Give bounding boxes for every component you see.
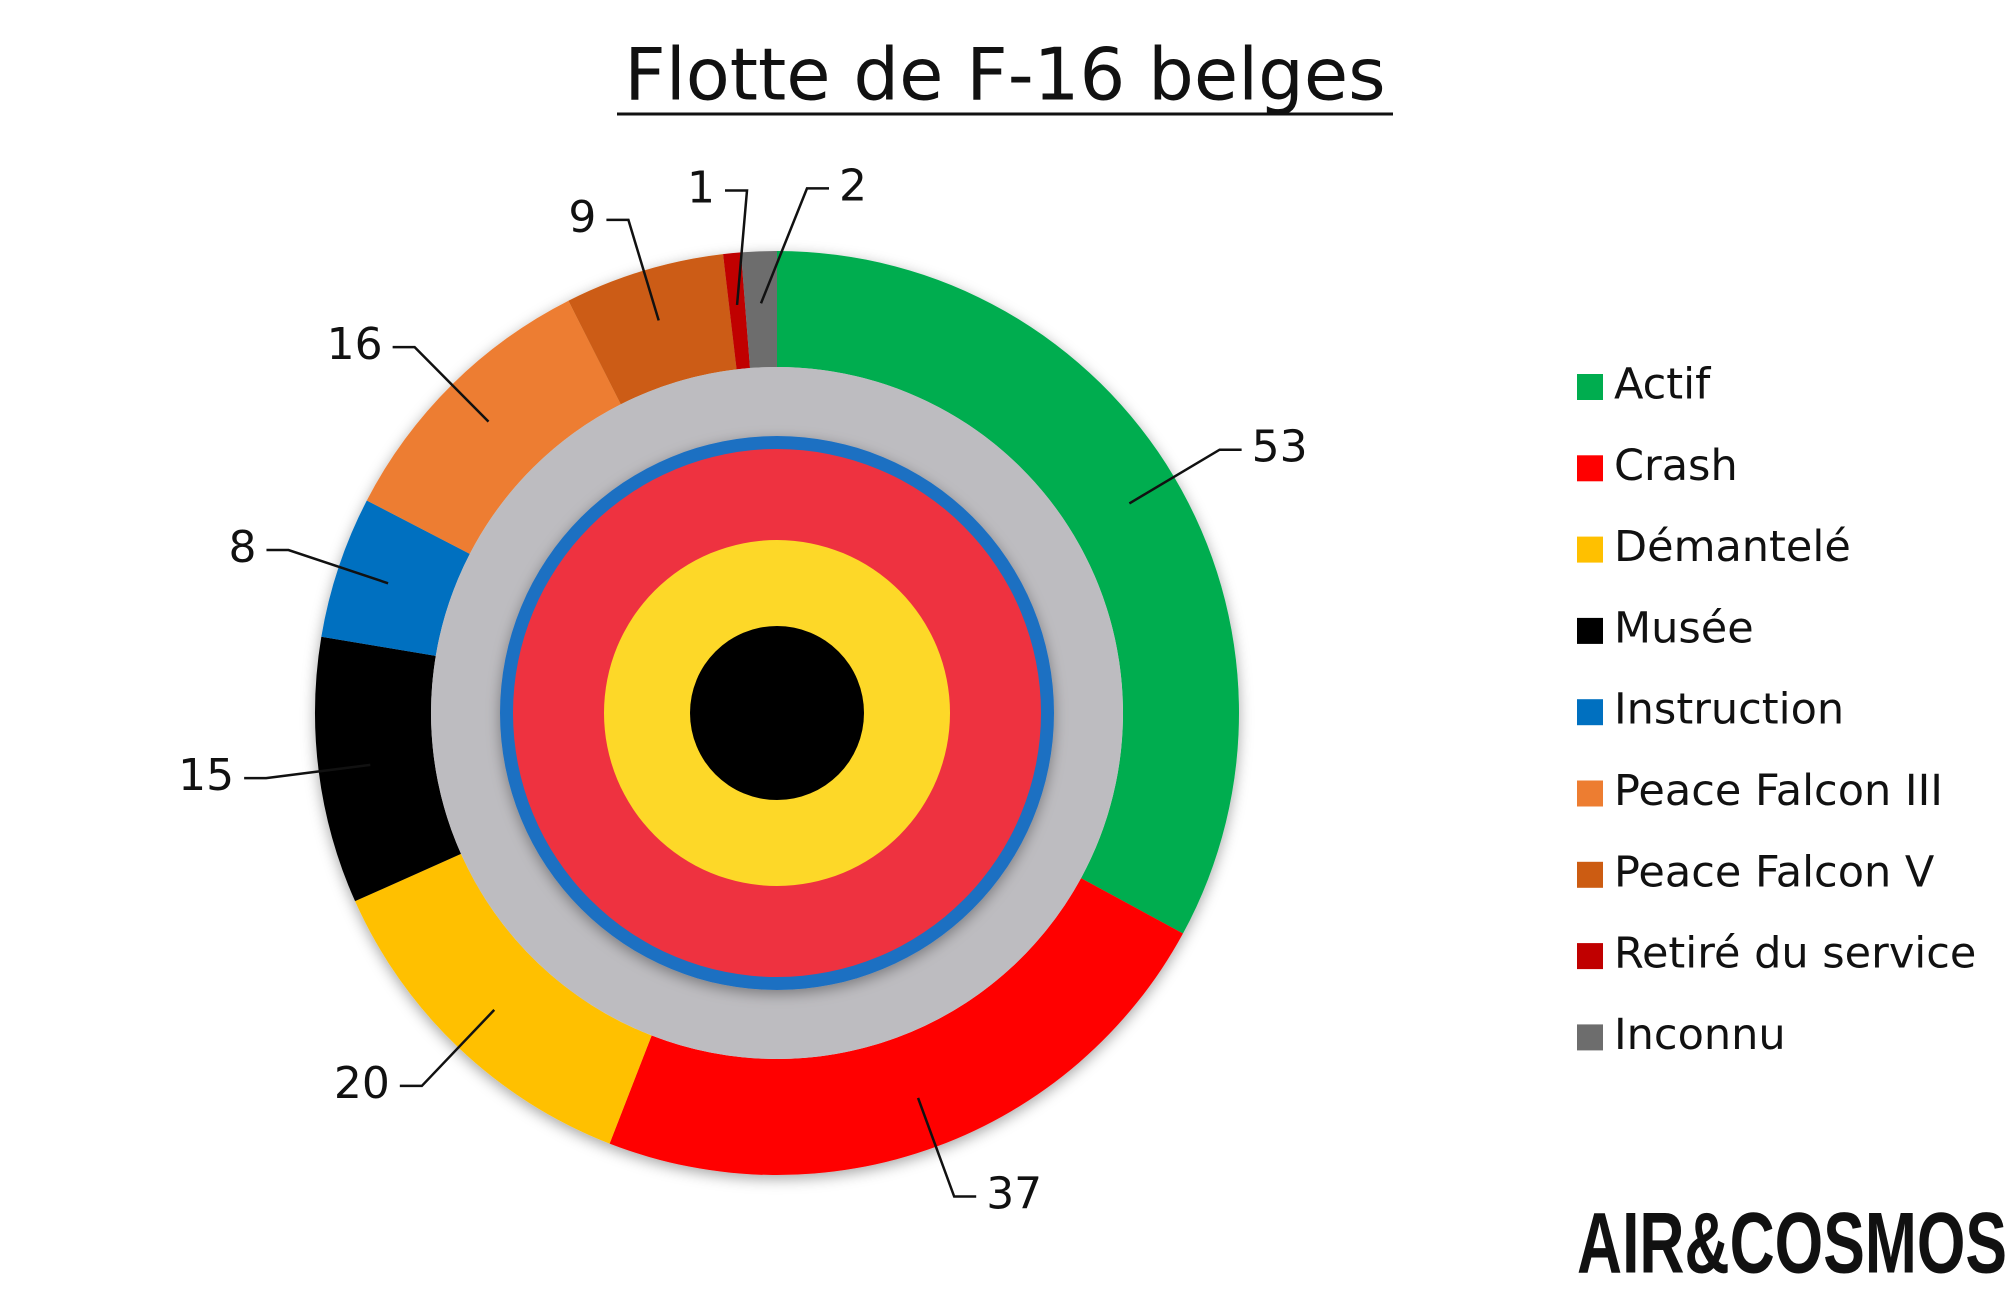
legend-label: Démantelé <box>1614 522 1851 572</box>
legend-swatch <box>1577 455 1603 482</box>
roundel-black <box>690 626 864 800</box>
legend-swatch <box>1577 699 1603 726</box>
donut-slice <box>366 300 621 554</box>
leader-line <box>759 187 829 304</box>
donut-slice <box>314 636 462 902</box>
leader-line <box>266 548 389 585</box>
legend-label: Peace Falcon III <box>1614 766 1943 816</box>
donut-slice <box>609 878 1183 1175</box>
data-label: 37 <box>986 1169 1042 1220</box>
leader-line <box>244 763 371 780</box>
data-label: 16 <box>327 319 383 370</box>
legend-swatch <box>1577 1024 1603 1051</box>
data-label: 20 <box>334 1058 390 1109</box>
data-label: 8 <box>228 522 256 573</box>
donut-slice <box>740 251 777 369</box>
legend-label: Actif <box>1614 360 1711 410</box>
data-label: 9 <box>568 192 596 243</box>
donut-slice <box>777 251 1239 934</box>
donut <box>314 251 1239 1175</box>
leader-line <box>916 1097 977 1198</box>
data-label: 53 <box>1252 422 1308 473</box>
legend-swatch <box>1577 943 1603 970</box>
legend: Actif Crash Démantelé Musée Instruction Peace… <box>1577 360 1976 1060</box>
donut-slice <box>568 254 737 405</box>
leader-line <box>399 1009 496 1088</box>
legend-label: Inconnu <box>1614 1010 1786 1060</box>
legend-swatch <box>1577 374 1603 400</box>
data-label: 2 <box>839 160 867 211</box>
legend-swatch <box>1577 861 1603 888</box>
legend-label: Crash <box>1614 441 1738 491</box>
donut-slice <box>355 853 652 1144</box>
leader-line <box>725 189 749 306</box>
leader-line <box>606 218 660 321</box>
legend-label: Musée <box>1614 603 1754 653</box>
data-label: 15 <box>178 750 234 801</box>
data-labels: 53 37 20 15 8 16 9 1 2 <box>178 160 1307 1219</box>
chart-title: Flotte de F-16 belges <box>624 33 1385 117</box>
legend-label: Retiré du service <box>1614 929 1976 979</box>
legend-label: Instruction <box>1614 685 1844 735</box>
legend-swatch <box>1577 780 1603 807</box>
leader-line <box>1128 448 1242 505</box>
donut-slice <box>723 252 751 370</box>
logo: AIR&COSMOS <box>1577 1196 2007 1292</box>
legend-swatch <box>1577 617 1603 644</box>
legend-label: Peace Falcon V <box>1614 847 1935 897</box>
legend-swatch <box>1577 536 1603 563</box>
leader-line <box>392 345 490 423</box>
donut-slice <box>321 500 470 656</box>
data-label: 1 <box>687 162 715 213</box>
